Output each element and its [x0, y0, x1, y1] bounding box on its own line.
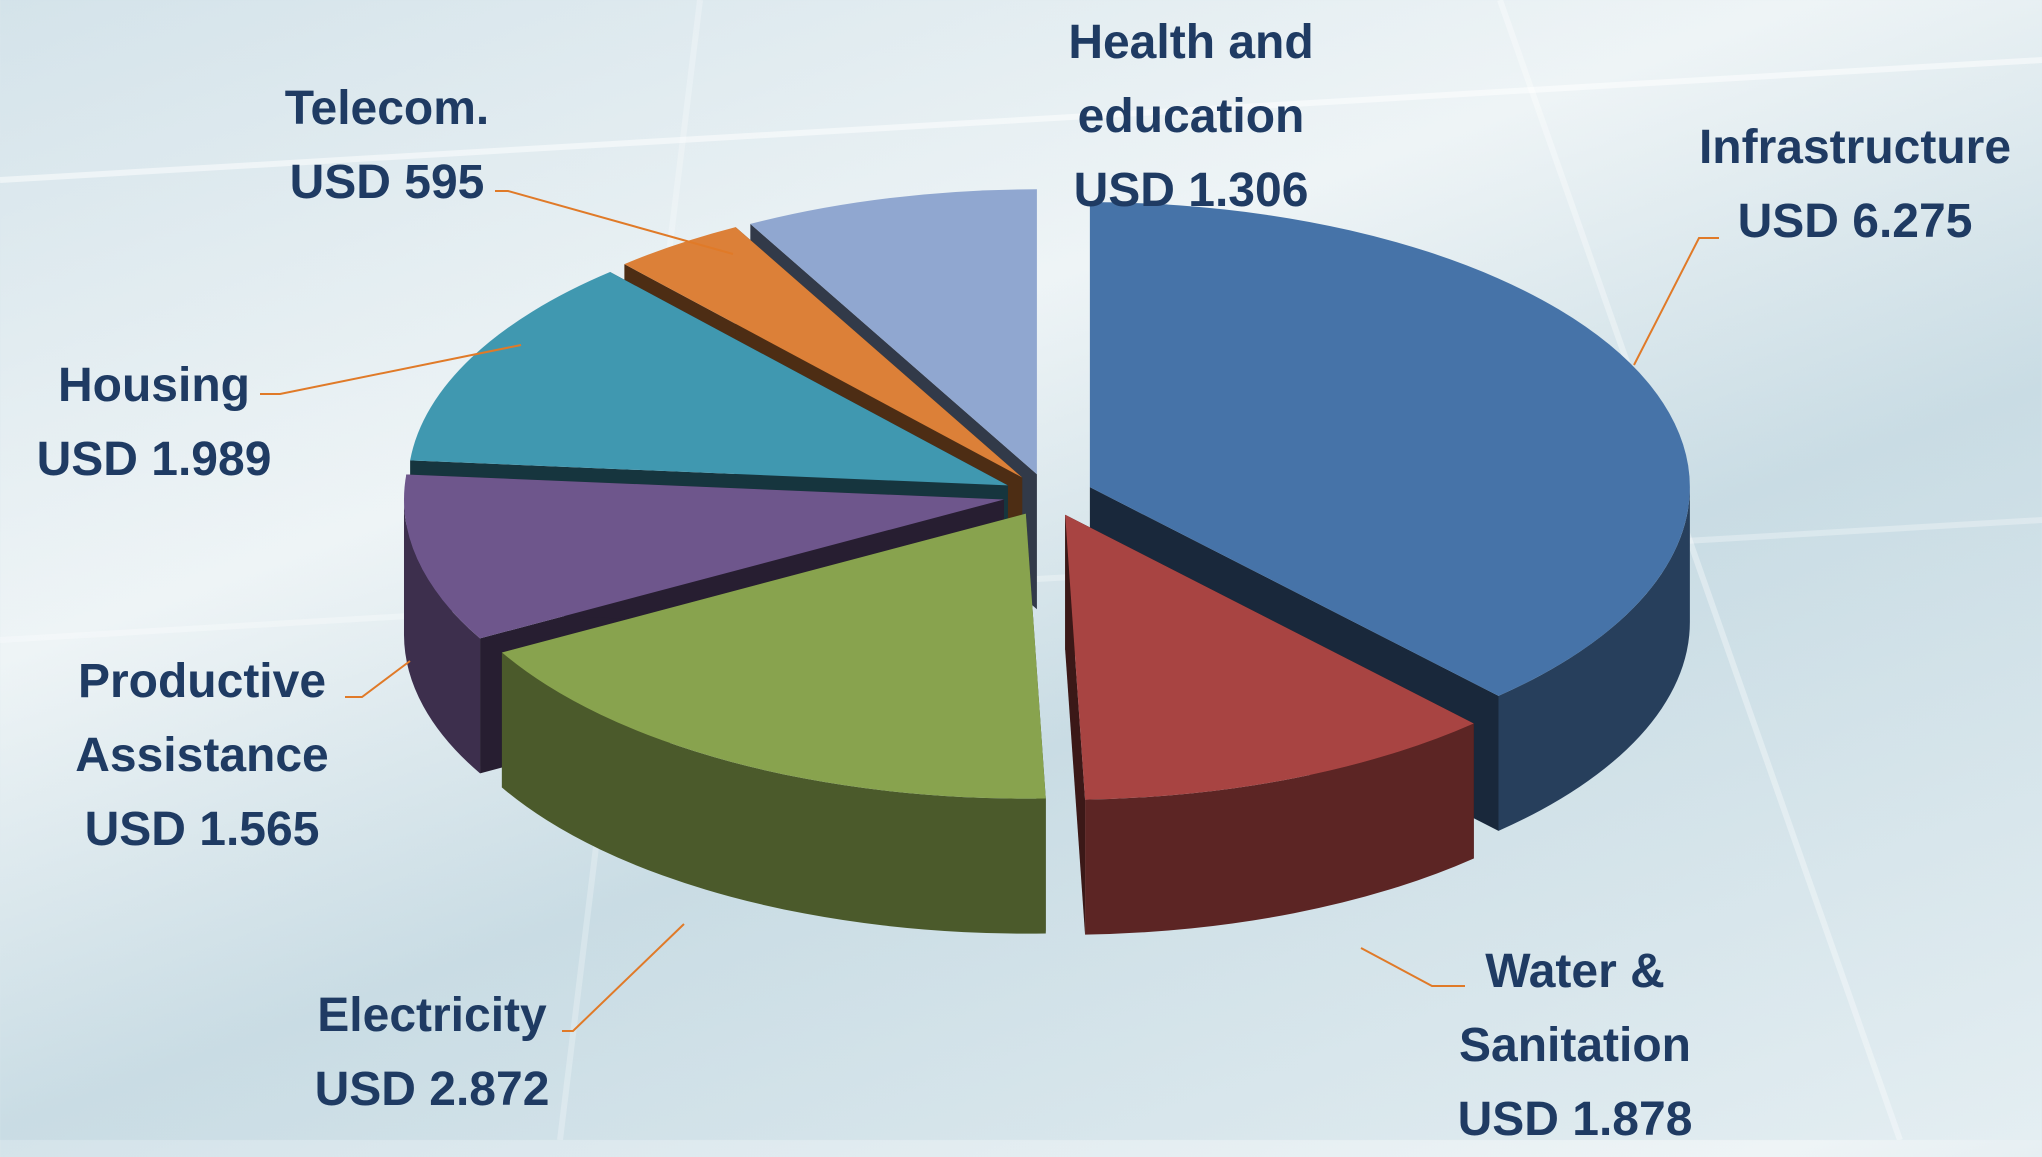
slice: [501, 513, 1046, 934]
streak: [0, 57, 2042, 183]
slice: [501, 513, 1046, 799]
value-label: USD 595: [289, 156, 485, 209]
leader-line: [345, 660, 411, 698]
value-label: USD 1.878: [1457, 1093, 1693, 1146]
value-label: USD 2.872: [314, 1063, 550, 1116]
slice-outer-wall: [1498, 487, 1690, 831]
slice-label: Telecom. USD 595: [227, 72, 547, 220]
slice: [1089, 202, 1690, 696]
category-label: Health and education: [1068, 16, 1314, 143]
slice-label: Infrastructure USD 6.275: [1625, 111, 2042, 259]
streak: [1497, 0, 1903, 1140]
category-label: Housing: [58, 359, 250, 412]
slice: [1065, 514, 1474, 935]
slice-label: Productive Assistance USD 1.565: [12, 645, 392, 867]
category-label: Telecom.: [284, 82, 490, 135]
slice: [403, 474, 1004, 639]
leader-line: [1360, 947, 1465, 987]
slice-label: Housing USD 1.989: [0, 349, 314, 497]
category-label: Water & Sanitation: [1458, 945, 1691, 1072]
value-label: USD 1.306: [1073, 164, 1309, 217]
category-label: Infrastructure: [1698, 121, 2012, 174]
leader-line: [1633, 237, 1719, 366]
slice-label: Health and education USD 1.306: [1026, 6, 1356, 228]
leader-line: [260, 344, 522, 395]
leader-line: [562, 923, 685, 1032]
slice: [410, 272, 1008, 486]
slice-label: Water & Sanitation USD 1.878: [1425, 935, 1725, 1157]
category-label: Productive Assistance: [75, 655, 329, 782]
slice-outer-wall: [1085, 723, 1474, 935]
slice: [750, 189, 1037, 475]
value-label: USD 1.565: [84, 803, 320, 856]
slice: [624, 227, 1023, 478]
leader-line: [495, 190, 734, 255]
slice-outer-wall: [501, 652, 1046, 934]
value-label: USD 6.275: [1737, 195, 1973, 248]
slice-cut-wall: [1065, 514, 1086, 935]
slice-label: Electricity USD 2.872: [272, 979, 592, 1127]
slice: [1065, 514, 1474, 800]
slice-outer-wall: [403, 499, 481, 774]
category-label: Electricity: [317, 989, 547, 1042]
value-label: USD 1.989: [36, 433, 272, 486]
